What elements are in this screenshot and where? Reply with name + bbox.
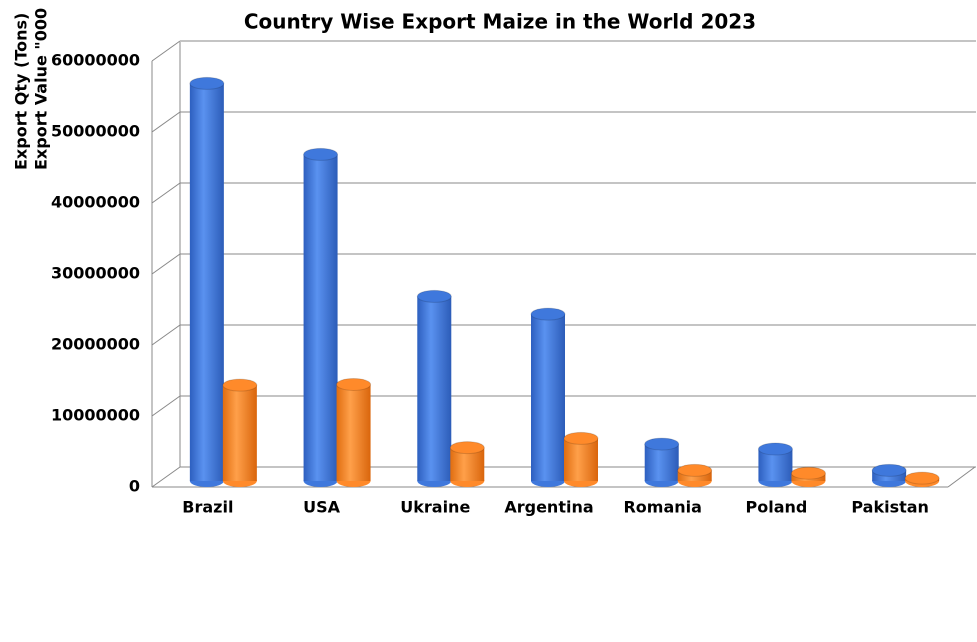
bar-cap bbox=[644, 437, 680, 451]
bar bbox=[222, 385, 257, 481]
bar bbox=[303, 154, 338, 481]
bar bbox=[189, 83, 224, 482]
bar-cap bbox=[303, 147, 339, 161]
bar-cap bbox=[563, 431, 599, 445]
x-tick-label: Poland bbox=[746, 498, 808, 517]
bar bbox=[336, 384, 371, 481]
bar-cap bbox=[449, 441, 485, 455]
x-tick-label: Argentina bbox=[504, 498, 593, 517]
bar-cap bbox=[336, 377, 372, 391]
bar-cap bbox=[904, 471, 940, 485]
y-axis-title: Export Qty (Tons) bbox=[12, 13, 31, 170]
chart-title: Country Wise Export Maize in the World 2… bbox=[244, 10, 756, 34]
grid-line bbox=[151, 253, 181, 275]
bar-cap bbox=[677, 463, 713, 477]
y-tick-label: 0 bbox=[129, 477, 140, 496]
bar-cap bbox=[871, 463, 907, 477]
grid-line bbox=[151, 395, 181, 417]
bar bbox=[417, 296, 452, 481]
floor-edge bbox=[947, 466, 976, 488]
grid-line bbox=[151, 324, 181, 346]
bar bbox=[531, 314, 565, 481]
x-tick-label: Pakistan bbox=[851, 498, 929, 517]
x-tick-label: USA bbox=[303, 498, 341, 517]
y-tick-label: 10000000 bbox=[51, 406, 140, 425]
y-axis-title: Export Value "000 bbox=[32, 8, 51, 170]
bar-cap bbox=[416, 289, 452, 303]
bar-cap bbox=[222, 378, 258, 392]
grid-line bbox=[151, 40, 181, 62]
y-tick-label: 20000000 bbox=[51, 335, 140, 354]
bar-cap bbox=[189, 76, 225, 90]
x-tick-label: Romania bbox=[623, 498, 701, 517]
grid-line bbox=[151, 466, 181, 488]
y-tick-label: 30000000 bbox=[51, 264, 140, 283]
y-tick-label: 60000000 bbox=[51, 51, 140, 70]
x-tick-label: Brazil bbox=[182, 498, 233, 517]
bar-cap bbox=[757, 442, 793, 456]
bar bbox=[644, 444, 679, 481]
bar-cap bbox=[790, 466, 826, 480]
bar bbox=[564, 438, 598, 481]
x-tick-label: Ukraine bbox=[400, 498, 470, 517]
grid-line bbox=[151, 182, 181, 204]
y-tick-label: 50000000 bbox=[51, 122, 140, 141]
bar-cap bbox=[530, 307, 566, 321]
y-tick-label: 40000000 bbox=[51, 193, 140, 212]
grid-line bbox=[151, 111, 181, 133]
